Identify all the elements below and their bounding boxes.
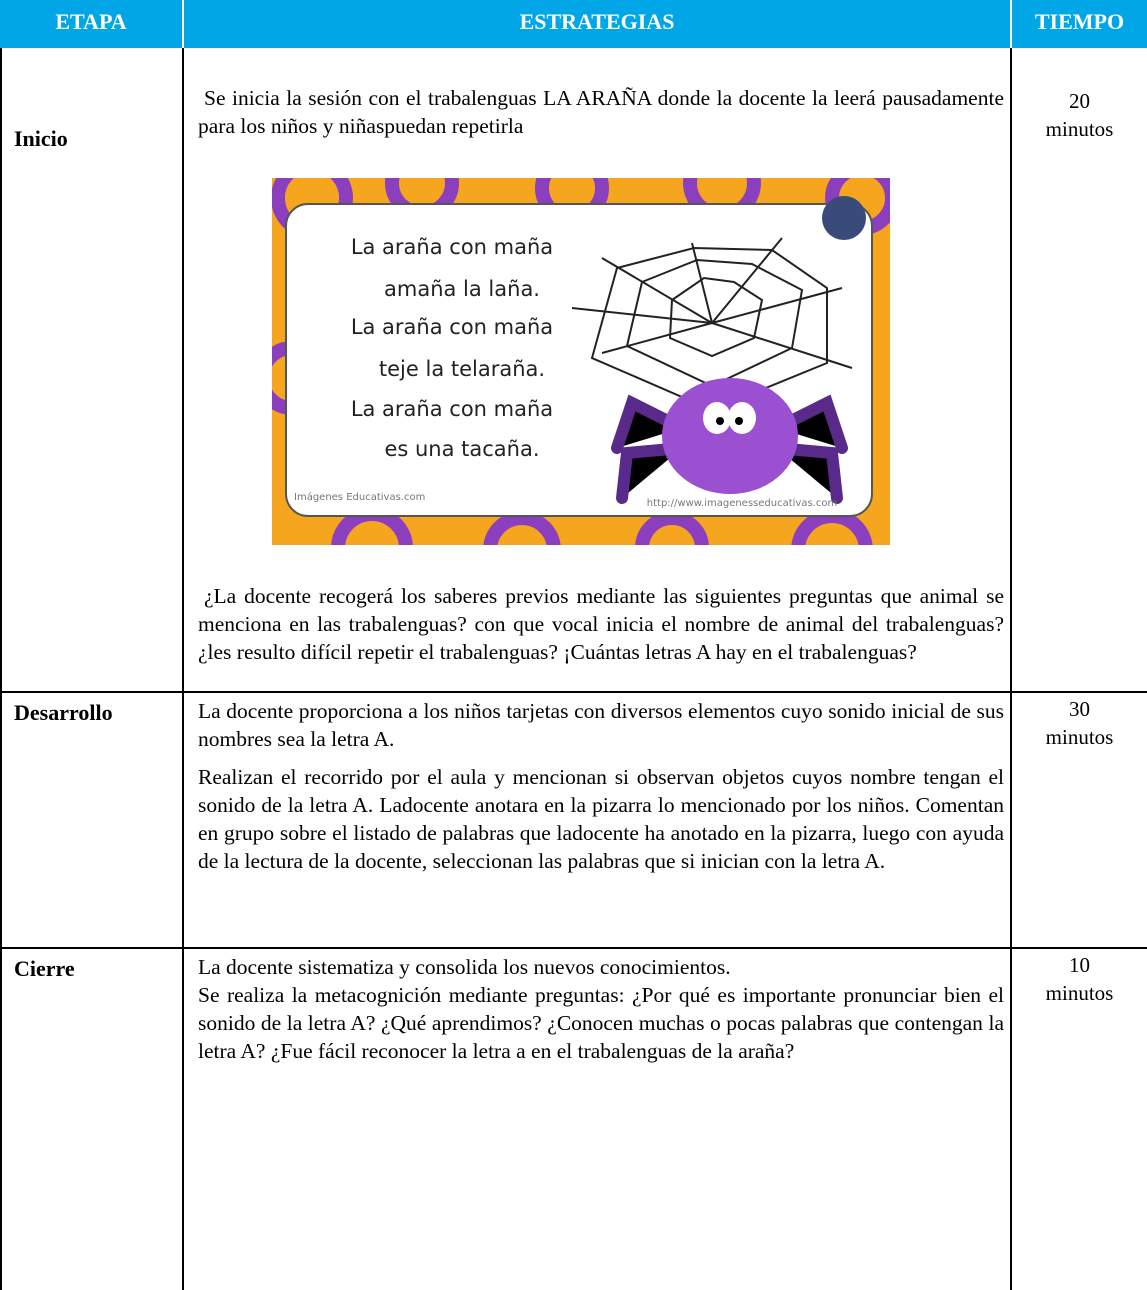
border — [1010, 48, 1012, 1290]
credit: Imágenes Educativas.com — [294, 491, 425, 503]
illustration: La araña con maña amaña la laña. La arañ… — [272, 178, 890, 545]
border — [0, 691, 1147, 693]
time-value: 30 — [1069, 697, 1090, 721]
paragraph: La docente sistematiza y consolida los n… — [198, 955, 731, 979]
paragraph: Se inicia la sesión con el trabalenguas … — [198, 86, 1004, 138]
time-unit: minutos — [1045, 117, 1114, 141]
paragraph: ¿La docente recogerá los saberes previos… — [198, 584, 1004, 664]
time-unit: minutos — [1045, 981, 1114, 1005]
border — [182, 48, 184, 1290]
border — [0, 48, 2, 1290]
time-unit: minutos — [1045, 725, 1114, 749]
time-value: 10 — [1069, 953, 1090, 977]
border — [0, 947, 1147, 949]
paragraph: Se realiza la metacognición mediante pre… — [198, 983, 1004, 1063]
stage: Desarrollo — [14, 700, 113, 725]
rhyme-line: La araña con maña — [351, 315, 553, 339]
header-cell: ETAPA — [0, 0, 182, 48]
rhyme-line: amaña la laña. — [384, 277, 540, 301]
url: http://www.imagenesseducativas.com — [647, 498, 837, 509]
paragraph: Realizan el recorrido por el aula y menc… — [198, 765, 1004, 873]
rhyme-line: teje la telaraña. — [379, 357, 545, 381]
paragraph: La docente proporciona a los niños tarje… — [198, 699, 1004, 751]
stage: Inicio — [14, 126, 68, 151]
rhyme-line: es una tacaña. — [384, 437, 539, 461]
time-value: 20 — [1069, 89, 1090, 113]
header-cell: ESTRATEGIAS — [184, 0, 1010, 48]
rhyme-line: La araña con maña — [351, 397, 553, 421]
rhyme-line: La araña con maña — [351, 235, 553, 259]
stage: Cierre — [14, 956, 75, 981]
header-cell: TIEMPO — [1012, 0, 1147, 48]
